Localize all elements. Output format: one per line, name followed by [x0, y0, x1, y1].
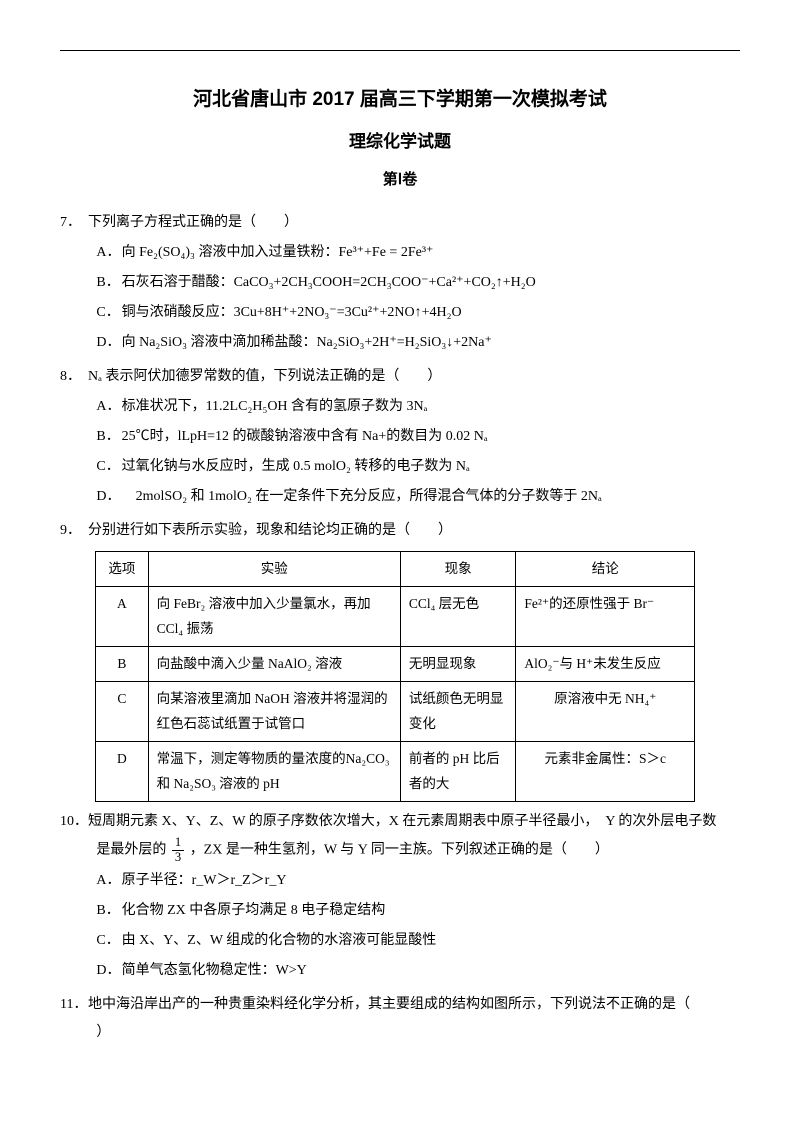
cell-conc: AlO₂⁻与 H⁺未发生反应 [516, 646, 695, 681]
q7-b-text: 石灰石溶于醋酸：CaCO₃+2CH₃COOH=2CH₃COO⁻+Ca²⁺+CO₂… [122, 269, 536, 297]
cell-exp: 常温下，测定等物质的量浓度的Na₂CO₃ 和 Na₂SO₃ 溶液的 pH [148, 741, 400, 801]
q8-number: 8． [60, 363, 88, 391]
cell-conc: 原溶液中无 NH₄⁺ [516, 681, 695, 741]
section-title: 第Ⅰ卷 [60, 165, 740, 195]
page-title: 河北省唐山市 2017 届高三下学期第一次模拟考试 [60, 81, 740, 119]
question-7: 7． 下列离子方程式正确的是（ ） A．向 Fe₂(SO₄)₃ 溶液中加入过量铁… [60, 209, 740, 357]
question-9: 9． 分别进行如下表所示实验，现象和结论均正确的是（ ） 选项 实验 现象 结论… [60, 517, 740, 802]
q11-stem-line2: ） [96, 1025, 110, 1040]
table-header-row: 选项 实验 现象 结论 [96, 552, 695, 587]
q11-stem: 地中海沿岸出产的一种贵重染料经化学分析，其主要组成的结构如图所示，下列说法不正确… [88, 991, 690, 1019]
q10-stem-line2a: 是最外层的 [96, 843, 166, 858]
q8-b-label: B． [96, 423, 121, 451]
q8-d-text: 2molSO₂ 和 1molO₂ 在一定条件下充分反应，所得混合气体的分子数等于… [122, 483, 602, 511]
cell-phen: 试纸颜色无明显变化 [400, 681, 516, 741]
q10-a-text: 原子半径：r_W＞r_Z＞r_Y [122, 867, 287, 895]
q8-b-text: 25℃时，lLpH=12 的碳酸钠溶液中含有 Na+的数目为 0.02 Nₐ [122, 423, 488, 451]
q8-d-label: D． [96, 483, 121, 511]
q7-c-text: 铜与浓硝酸反应：3Cu+8H⁺+2NO₃⁻=3Cu²⁺+2NO↑+4H₂O [122, 299, 462, 327]
cell-conc: Fe²⁺的还原性强于 Br⁻ [516, 586, 695, 646]
cell-opt: B [96, 646, 149, 681]
cell-phen: 无明显现象 [400, 646, 516, 681]
cell-exp: 向某溶液里滴加 NaOH 溶液并将湿润的红色石蕊试纸置于试管口 [148, 681, 400, 741]
q9-table: 选项 实验 现象 结论 A 向 FeBr₂ 溶液中加入少量氯水，再加 CCl₄ … [95, 551, 695, 802]
th-conclusion: 结论 [516, 552, 695, 587]
q8-stem: Nₐ 表示阿伏加德罗常数的值，下列说法正确的是（ ） [88, 363, 441, 391]
q8-c-label: C． [96, 453, 121, 481]
q9-number: 9． [60, 517, 88, 545]
q10-a-label: A． [96, 867, 121, 895]
q7-d-label: D． [96, 329, 121, 357]
q10-d-label: D． [96, 957, 121, 985]
q10-b-text: 化合物 ZX 中各原子均满足 8 电子稳定结构 [122, 897, 386, 925]
q7-c-label: C． [96, 299, 121, 327]
table-row: A 向 FeBr₂ 溶液中加入少量氯水，再加 CCl₄ 振荡 CCl₄ 层无色 … [96, 586, 695, 646]
cell-opt: A [96, 586, 149, 646]
q8-a-label: A． [96, 393, 121, 421]
fraction-icon: 1 3 [172, 836, 184, 865]
q7-stem: 下列离子方程式正确的是（ ） [88, 209, 298, 237]
q7-a-text: 向 Fe₂(SO₄)₃ 溶液中加入过量铁粉：Fe³⁺+Fe = 2Fe³⁺ [122, 239, 434, 267]
cell-phen: 前者的 pH 比后者的大 [400, 741, 516, 801]
question-11: 11． 地中海沿岸出产的一种贵重染料经化学分析，其主要组成的结构如图所示，下列说… [60, 991, 740, 1047]
q8-c-text: 过氧化钠与水反应时，生成 0.5 molO₂ 转移的电子数为 Nₐ [122, 453, 470, 481]
cell-exp: 向 FeBr₂ 溶液中加入少量氯水，再加 CCl₄ 振荡 [148, 586, 400, 646]
question-10: 10． 短周期元素 X、Y、Z、W 的原子序数依次增大，X 在元素周期表中原子半… [60, 808, 740, 985]
cell-phen: CCl₄ 层无色 [400, 586, 516, 646]
th-phenomenon: 现象 [400, 552, 516, 587]
q7-a-label: A． [96, 239, 121, 267]
cell-conc: 元素非金属性：S＞c [516, 741, 695, 801]
q11-number: 11． [60, 991, 88, 1019]
table-row: B 向盐酸中滴入少量 NaAlO₂ 溶液 无明显现象 AlO₂⁻与 H⁺未发生反… [96, 646, 695, 681]
th-option: 选项 [96, 552, 149, 587]
cell-opt: C [96, 681, 149, 741]
page-subtitle: 理综化学试题 [60, 125, 740, 159]
cell-opt: D [96, 741, 149, 801]
q10-c-label: C． [96, 927, 121, 955]
q10-number: 10． [60, 808, 88, 836]
q10-stem-line1: 短周期元素 X、Y、Z、W 的原子序数依次增大，X 在元素周期表中原子半径最小，… [88, 808, 716, 836]
table-row: C 向某溶液里滴加 NaOH 溶液并将湿润的红色石蕊试纸置于试管口 试纸颜色无明… [96, 681, 695, 741]
q7-d-text: 向 Na₂SiO₃ 溶液中滴加稀盐酸：Na₂SiO₃+2H⁺=H₂SiO₃↓+2… [122, 329, 492, 357]
cell-exp: 向盐酸中滴入少量 NaAlO₂ 溶液 [148, 646, 400, 681]
q10-b-label: B． [96, 897, 121, 925]
q10-d-text: 简单气态氢化物稳定性：W>Y [122, 957, 307, 985]
q10-c-text: 由 X、Y、Z、W 组成的化合物的水溶液可能显酸性 [122, 927, 437, 955]
q9-stem: 分别进行如下表所示实验，现象和结论均正确的是（ ） [88, 517, 452, 545]
th-experiment: 实验 [148, 552, 400, 587]
frac-denominator: 3 [172, 851, 184, 865]
q8-a-text: 标准状况下，11.2LC₂H₅OH 含有的氢原子数为 3Nₐ [122, 393, 428, 421]
question-8: 8． Nₐ 表示阿伏加德罗常数的值，下列说法正确的是（ ） A．标准状况下，11… [60, 363, 740, 511]
frac-numerator: 1 [172, 836, 184, 851]
q7-b-label: B． [96, 269, 121, 297]
q7-number: 7． [60, 209, 88, 237]
q10-stem-line2b: ，ZX 是一种生氢剂，W 与 Y 同一主族。下列叙述正确的是（ ） [190, 843, 609, 858]
table-row: D 常温下，测定等物质的量浓度的Na₂CO₃ 和 Na₂SO₃ 溶液的 pH 前… [96, 741, 695, 801]
